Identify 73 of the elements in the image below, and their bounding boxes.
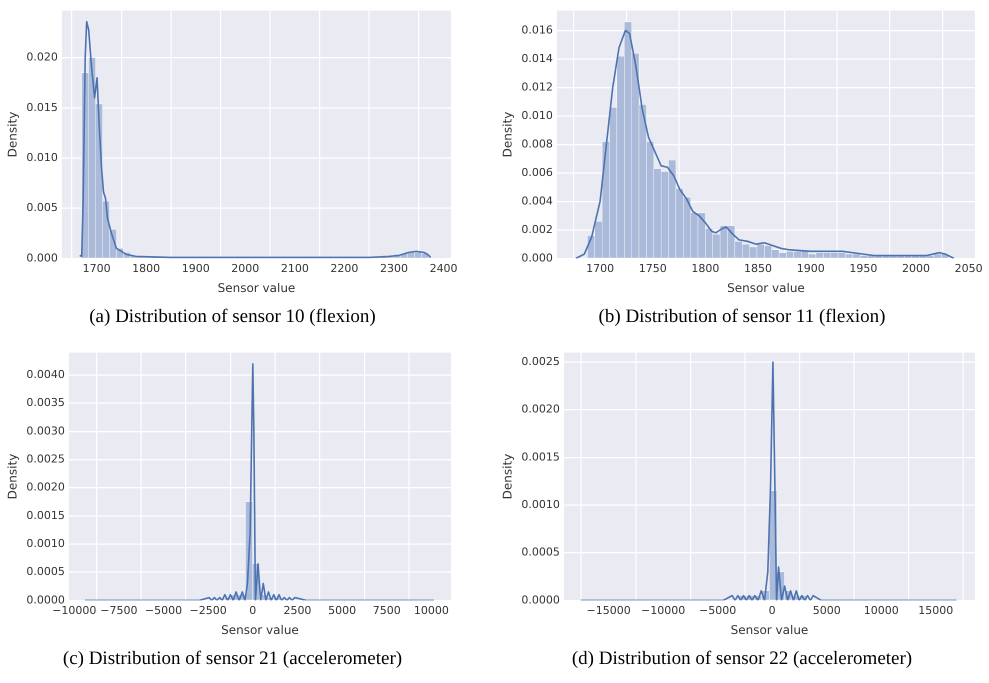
x-tick-label: 1850 [744, 262, 772, 275]
y-tick-label: 0.004 [521, 194, 553, 208]
x-axis-title: Sensor value [218, 280, 296, 295]
y-tick-label: 0.0015 [26, 508, 65, 522]
x-axis-title: Sensor value [221, 622, 299, 637]
x-tick-label: 2000 [231, 262, 260, 275]
x-tick-label: 10000 [414, 604, 449, 617]
y-tick-label: 0.015 [26, 100, 58, 114]
x-tick-label: 1950 [849, 262, 878, 275]
y-axis-title: Density [500, 112, 514, 158]
y-tick-label: 0.008 [521, 137, 553, 150]
text: (d) Distribution of sensor 22 (accelerometer) [570, 648, 914, 670]
text: (b) Distribution of sensor 11 (flexion) [598, 306, 886, 328]
x-tick-label: 1800 [132, 262, 160, 275]
x-tick-label: 15000 [918, 604, 954, 617]
x-tick-label: 2400 [430, 262, 458, 275]
x-tick-label: 2100 [280, 262, 309, 275]
x-tick-label: 0 [249, 604, 256, 617]
y-tick-label: 0.020 [26, 50, 58, 64]
x-tick-label: 1900 [182, 262, 210, 275]
y-tick-label: 0.0005 [26, 565, 65, 578]
y-tick-label: 0.012 [521, 80, 553, 94]
y-tick-label: 0.0000 [26, 593, 65, 606]
y-tick-label: 0.000 [26, 251, 58, 264]
y-tick-label: 0.0025 [521, 354, 560, 368]
x-tick-label: 1750 [638, 262, 667, 275]
y-tick-label: 0.010 [26, 150, 58, 164]
x-tick-label: 1700 [586, 262, 614, 275]
y-tick-label: 0.014 [521, 52, 553, 65]
x-tick-label: 2200 [330, 262, 358, 275]
x-tick-label: 2050 [954, 262, 983, 275]
x-tick-label: 7500 [372, 604, 401, 617]
y-tick-label: 0.000 [521, 251, 553, 264]
x-tick-label: 2000 [902, 262, 930, 275]
x-axis-title: Sensor value [730, 622, 808, 637]
x-tick-label: 1700 [82, 262, 111, 275]
x-tick-label: 1800 [691, 262, 720, 275]
y-tick-label: 0.0010 [26, 536, 65, 550]
y-tick-label: 0.006 [521, 166, 553, 179]
x-tick-label: 5000 [812, 604, 841, 617]
y-tick-label: 0.0040 [26, 368, 65, 381]
y-tick-label: 0.0010 [521, 498, 560, 511]
y-tick-label: 0.0020 [26, 480, 65, 494]
x-tick-label: −5000 [699, 604, 736, 617]
x-tick-label: −10000 [52, 604, 96, 617]
x-tick-label: 2500 [283, 604, 312, 617]
x-tick-label: −2500 [190, 604, 227, 617]
y-tick-label: 0.005 [26, 201, 58, 214]
y-tick-label: 0.016 [521, 23, 553, 36]
y-tick-label: 0.0030 [26, 424, 65, 438]
y-tick-label: 0.010 [521, 108, 553, 122]
y-axis-title: Density [500, 454, 514, 500]
x-tick-label: 2300 [380, 262, 408, 275]
x-tick-label: −5000 [144, 604, 182, 617]
y-axis-title: Density [5, 112, 20, 158]
text: (a) Distribution of sensor 10 (flexion) [88, 306, 377, 328]
x-tick-label: −10000 [641, 604, 686, 617]
text: (c) Distribution of sensor 21 (accelerometer) [62, 648, 404, 670]
x-tick-label: 10000 [864, 604, 899, 617]
y-tick-label: 0.0025 [26, 452, 65, 466]
x-tick-label: 0 [768, 604, 776, 617]
y-axis-title: Density [5, 454, 20, 500]
x-tick-label: 5000 [328, 604, 356, 617]
y-tick-label: 0.0000 [521, 593, 560, 606]
x-tick-label: −7500 [100, 604, 138, 617]
x-tick-label: −15000 [586, 604, 631, 617]
x-tick-label: 1900 [796, 262, 825, 275]
y-tick-label: 0.0020 [521, 402, 560, 416]
y-tick-label: 0.0015 [521, 450, 560, 464]
y-tick-label: 0.0035 [26, 396, 65, 410]
x-axis-title: Sensor value [727, 280, 805, 295]
y-tick-label: 0.002 [521, 222, 553, 236]
y-tick-label: 0.0005 [521, 546, 560, 559]
